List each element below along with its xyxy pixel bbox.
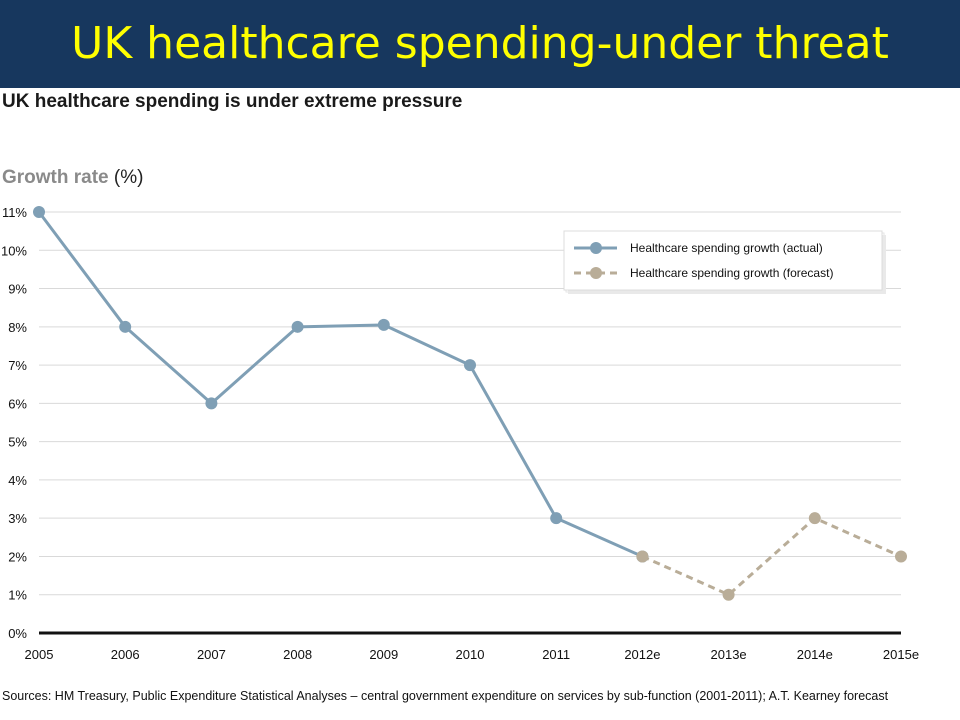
x-tick-label: 2007 xyxy=(197,647,226,662)
y-tick-label: 9% xyxy=(8,282,27,297)
data-point-actual xyxy=(377,318,390,331)
data-point-forecast xyxy=(808,512,821,525)
x-tick-label: 2015e xyxy=(883,647,919,662)
y-axis-title-bold: Growth rate xyxy=(2,167,109,188)
slide-title: UK healthcare spending-under threat xyxy=(71,18,889,69)
x-tick-label: 2013e xyxy=(711,647,747,662)
data-point-actual xyxy=(33,206,45,218)
x-tick-label: 2014e xyxy=(797,647,833,662)
data-point-actual xyxy=(119,320,132,333)
title-banner xyxy=(0,0,960,88)
y-tick-label: 1% xyxy=(8,588,27,603)
y-tick-label: 2% xyxy=(8,549,27,564)
y-tick-label: 7% xyxy=(8,358,27,373)
legend-box xyxy=(563,230,883,291)
y-tick-label: 3% xyxy=(8,511,27,526)
legend-label: Healthcare spending growth (actual) xyxy=(630,241,823,255)
legend-swatch-marker xyxy=(590,242,602,254)
series-line-forecast xyxy=(641,516,902,597)
data-point-actual xyxy=(291,320,304,333)
x-tick-label: 2008 xyxy=(283,647,312,662)
data-point-actual xyxy=(464,359,476,372)
data-point-forecast xyxy=(895,550,907,563)
legend-label: Healthcare spending growth (forecast) xyxy=(630,266,833,280)
chart-title: UK healthcare spending is under extreme … xyxy=(2,91,463,112)
x-tick-label: 2009 xyxy=(369,647,398,662)
data-point-forecast xyxy=(636,550,649,563)
data-point-actual xyxy=(550,512,563,525)
data-point-forecast xyxy=(722,588,735,601)
series-line-actual xyxy=(37,211,644,558)
y-tick-label: 11% xyxy=(2,205,27,220)
x-tick-label: 2006 xyxy=(111,647,140,662)
y-tick-label: 5% xyxy=(8,435,27,450)
y-tick-label: 8% xyxy=(8,320,27,335)
x-tick-label: 2010 xyxy=(456,647,485,662)
y-tick-label: 0% xyxy=(8,626,27,641)
sources-note: Sources: HM Treasury, Public Expenditure… xyxy=(2,689,889,703)
legend-swatch-marker xyxy=(590,267,602,279)
data-point-actual xyxy=(205,397,218,410)
x-tick-label: 2005 xyxy=(25,647,54,662)
y-axis-title-unit: (%) xyxy=(113,167,144,188)
x-tick-label: 2011 xyxy=(542,647,570,662)
y-axis-title: Growth rate (%) xyxy=(2,167,143,189)
y-tick-label: 10% xyxy=(1,243,27,258)
y-tick-label: 4% xyxy=(8,473,27,488)
x-tick-label: 2012e xyxy=(624,647,660,662)
y-tick-label: 6% xyxy=(8,396,27,411)
